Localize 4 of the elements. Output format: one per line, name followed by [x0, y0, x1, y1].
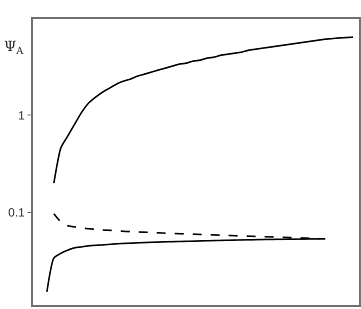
y-tick-label: 0.1	[8, 206, 26, 220]
y-axis-title: Ψ$_{A}$	[4, 39, 24, 57]
y-tick-label: 1	[18, 108, 26, 122]
line-series	[53, 36, 354, 184]
